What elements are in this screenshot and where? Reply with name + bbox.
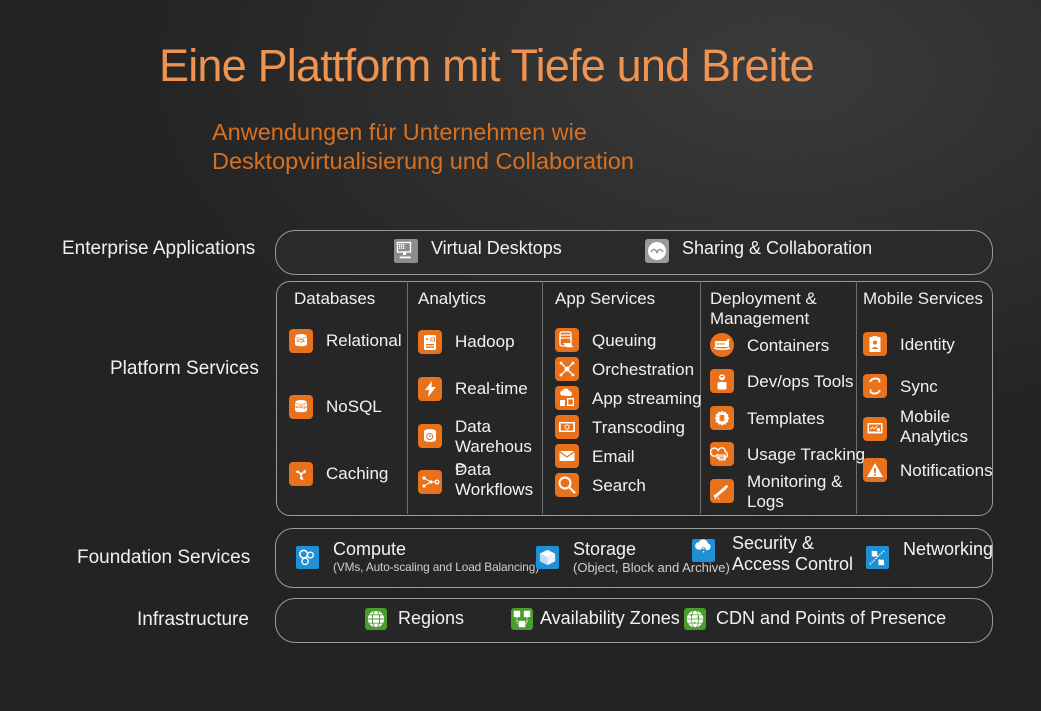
svg-text:NoSQL: NoSQL	[294, 404, 308, 409]
svg-text:SQL: SQL	[296, 338, 306, 343]
